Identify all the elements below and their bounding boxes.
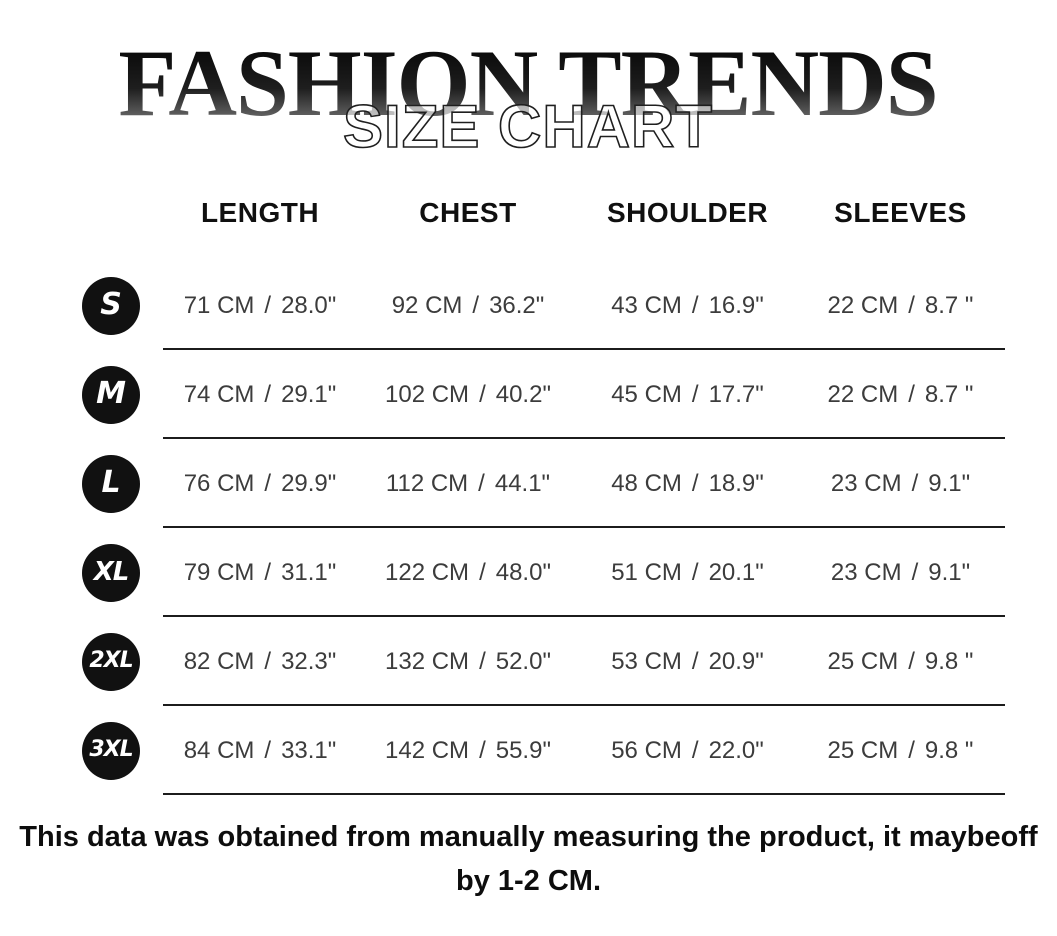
slash-separator: / — [479, 647, 486, 675]
size-badge-l: L — [82, 454, 140, 513]
column-header-sleeves: SLEEVES — [834, 197, 967, 228]
slash-separator: / — [911, 469, 919, 497]
shoulder-cell: 53 CM/20.9" — [611, 647, 764, 675]
slash-separator: / — [908, 291, 915, 319]
sleeves-cell: 25 CM/9.8 " — [827, 736, 974, 764]
column-header-shoulder: SHOULDER — [606, 197, 769, 228]
slash-separator: / — [908, 647, 915, 675]
chest-cell: 122 CM/48.0" — [385, 558, 551, 586]
size-badge-m: M — [82, 365, 140, 424]
disclaimer-line-1: This data was obtained from manually mea… — [19, 821, 1038, 853]
subtitle-size-chart: SIZE CHART — [343, 93, 713, 160]
size-badge-cell: S — [0, 276, 163, 335]
length-cell: 71 CM/28.0" — [183, 291, 337, 319]
length-cell: 84 CM/33.1" — [183, 736, 337, 764]
chest-cell: 92 CM/36.2" — [391, 291, 545, 319]
measurement-disclaimer: This data was obtained from manually mea… — [0, 815, 1057, 903]
brand-title: FASHION TRENDS — [118, 30, 937, 136]
size-badge-cell: M — [0, 365, 163, 424]
shoulder-cell: 56 CM/22.0" — [611, 736, 764, 764]
chest-cell: 132 CM/52.0" — [385, 647, 551, 675]
length-cell: 79 CM/31.1" — [183, 558, 337, 586]
size-badge-s: S — [82, 276, 140, 335]
length-cell: 74 CM/29.1" — [183, 380, 337, 408]
slash-separator: / — [479, 380, 486, 408]
size-badge-2xl: 2XL — [82, 632, 140, 691]
size-table: LENGTH CHEST SHOULDER SLEEVES S 71 CM/28… — [0, 165, 1057, 795]
slash-separator: / — [691, 647, 699, 675]
size-badge-cell: L — [0, 454, 163, 513]
slash-separator: / — [264, 291, 272, 319]
column-header-chest: CHEST — [419, 197, 517, 228]
length-cell: 82 CM/32.3" — [183, 647, 337, 675]
shoulder-cell: 48 CM/18.9" — [611, 469, 764, 497]
slash-separator: / — [691, 558, 699, 586]
slash-separator: / — [908, 736, 915, 764]
slash-separator: / — [472, 291, 480, 319]
sleeves-cell: 23 CM/9.1" — [830, 558, 971, 586]
size-badge-cell: 2XL — [0, 632, 163, 691]
column-header-length: LENGTH — [200, 197, 320, 228]
table-row-2xl: 2XL 82 CM/32.3" 132 CM/52.0" 53 CM/20.9"… — [0, 617, 1057, 706]
size-badge-3xl: 3XL — [82, 721, 140, 780]
table-row-xl: XL 79 CM/31.1" 122 CM/48.0" 51 CM/20.1" … — [0, 528, 1057, 617]
size-badge-cell: XL — [0, 543, 163, 602]
slash-separator: / — [911, 558, 919, 586]
chest-cell: 112 CM/44.1" — [385, 469, 551, 497]
shoulder-cell: 51 CM/20.1" — [611, 558, 764, 586]
size-badge-cell: 3XL — [0, 721, 163, 780]
slash-separator: / — [691, 469, 699, 497]
slash-separator: / — [264, 558, 272, 586]
slash-separator: / — [691, 291, 699, 319]
length-cell: 76 CM/29.9" — [183, 469, 337, 497]
sleeves-cell: 22 CM/8.7 " — [827, 380, 974, 408]
sleeves-cell: 22 CM/8.7 " — [827, 291, 974, 319]
header-wordmark: FASHION TRENDS SIZE CHART — [118, 30, 938, 161]
size-badge-xl: XL — [82, 543, 140, 602]
shoulder-cell: 43 CM/16.9" — [611, 291, 764, 319]
table-row-s: S 71 CM/28.0" 92 CM/36.2" 43 CM/16.9" 22… — [0, 261, 1057, 350]
table-row-l: L 76 CM/29.9" 112 CM/44.1" 48 CM/18.9" 2… — [0, 439, 1057, 528]
table-row-m: M 74 CM/29.1" 102 CM/40.2" 45 CM/17.7" 2… — [0, 350, 1057, 439]
chest-cell: 102 CM/40.2" — [385, 380, 551, 408]
slash-separator: / — [691, 736, 699, 764]
slash-separator: / — [264, 380, 272, 408]
table-row-3xl: 3XL 84 CM/33.1" 142 CM/55.9" 56 CM/22.0"… — [0, 706, 1057, 795]
slash-separator: / — [264, 736, 272, 764]
table-header-row: LENGTH CHEST SHOULDER SLEEVES — [0, 165, 1057, 261]
slash-separator: / — [264, 647, 272, 675]
disclaimer-line-2: by 1-2 CM. — [455, 865, 602, 897]
sleeves-cell: 25 CM/9.8 " — [827, 647, 974, 675]
sleeves-cell: 23 CM/9.1" — [830, 469, 971, 497]
slash-separator: / — [264, 469, 272, 497]
slash-separator: / — [691, 380, 699, 408]
slash-separator: / — [479, 558, 486, 586]
chest-cell: 142 CM/55.9" — [385, 736, 551, 764]
slash-separator: / — [908, 380, 915, 408]
shoulder-cell: 45 CM/17.7" — [611, 380, 764, 408]
slash-separator: / — [479, 736, 486, 764]
slash-separator: / — [478, 469, 485, 497]
